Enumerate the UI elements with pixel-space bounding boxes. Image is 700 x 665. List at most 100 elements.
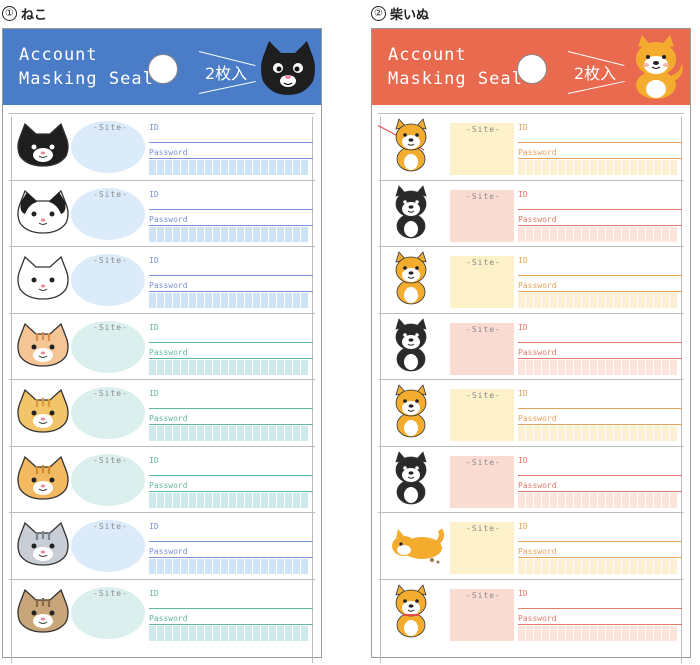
seal-row[interactable]: -Site- ID Password: [378, 113, 684, 178]
password-box[interactable]: [149, 359, 156, 375]
password-box[interactable]: [237, 559, 244, 574]
password-box[interactable]: [173, 359, 180, 375]
password-box[interactable]: [558, 160, 565, 175]
password-box[interactable]: [614, 625, 621, 641]
password-box[interactable]: [646, 559, 653, 574]
password-box[interactable]: [285, 359, 292, 375]
password-box[interactable]: [269, 559, 276, 574]
password-box[interactable]: [654, 160, 661, 175]
password-box[interactable]: [622, 226, 629, 242]
seal-row[interactable]: -Site- ID Password: [378, 512, 684, 577]
password-box[interactable]: [606, 160, 613, 175]
password-box[interactable]: [534, 226, 541, 242]
password-box[interactable]: [518, 426, 525, 441]
password-box[interactable]: [542, 226, 549, 242]
password-box[interactable]: [277, 492, 284, 508]
password-box[interactable]: [646, 625, 653, 641]
password-box[interactable]: [670, 293, 677, 308]
password-box[interactable]: [622, 625, 629, 641]
site-field[interactable]: [71, 387, 145, 439]
password-box[interactable]: [269, 293, 276, 308]
password-box[interactable]: [646, 160, 653, 175]
password-box[interactable]: [213, 293, 220, 308]
password-boxes[interactable]: [518, 426, 677, 441]
password-box[interactable]: [285, 160, 292, 175]
password-box[interactable]: [253, 359, 260, 375]
password-box[interactable]: [197, 559, 204, 574]
seal-row[interactable]: -Site- ID Password: [378, 312, 684, 378]
password-box[interactable]: [285, 625, 292, 641]
site-field[interactable]: [450, 189, 514, 242]
password-box[interactable]: [205, 492, 212, 508]
password-box[interactable]: [606, 559, 613, 574]
password-box[interactable]: [542, 559, 549, 574]
password-box[interactable]: [245, 359, 252, 375]
password-box[interactable]: [670, 226, 677, 242]
password-box[interactable]: [213, 426, 220, 441]
id-field[interactable]: [149, 341, 313, 343]
password-box[interactable]: [157, 293, 164, 308]
password-box[interactable]: [518, 359, 525, 375]
password-box[interactable]: [534, 293, 541, 308]
password-box[interactable]: [582, 226, 589, 242]
password-box[interactable]: [646, 492, 653, 508]
password-box[interactable]: [237, 359, 244, 375]
password-box[interactable]: [670, 426, 677, 441]
password-box[interactable]: [534, 359, 541, 375]
site-field[interactable]: [450, 389, 514, 441]
password-box[interactable]: [149, 226, 156, 242]
seal-row[interactable]: -Site- ID Password: [378, 379, 684, 444]
password-box[interactable]: [662, 226, 669, 242]
password-box[interactable]: [165, 559, 172, 574]
site-field[interactable]: [450, 123, 514, 175]
password-box[interactable]: [550, 625, 557, 641]
password-box[interactable]: [157, 226, 164, 242]
id-field[interactable]: [518, 341, 682, 343]
password-box[interactable]: [534, 426, 541, 441]
password-box[interactable]: [630, 625, 637, 641]
password-box[interactable]: [670, 492, 677, 508]
password-box[interactable]: [614, 492, 621, 508]
password-box[interactable]: [614, 293, 621, 308]
password-box[interactable]: [662, 625, 669, 641]
password-box[interactable]: [205, 426, 212, 441]
password-box[interactable]: [285, 492, 292, 508]
password-box[interactable]: [582, 492, 589, 508]
password-box[interactable]: [670, 625, 677, 641]
password-box[interactable]: [149, 559, 156, 574]
password-box[interactable]: [181, 625, 188, 641]
password-box[interactable]: [582, 160, 589, 175]
password-box[interactable]: [301, 160, 308, 175]
password-box[interactable]: [205, 559, 212, 574]
seal-row[interactable]: -Site- ID Password: [378, 578, 684, 644]
password-box[interactable]: [301, 359, 308, 375]
seal-row[interactable]: -Site- ID Password: [9, 312, 315, 378]
password-box[interactable]: [213, 359, 220, 375]
password-box[interactable]: [590, 492, 597, 508]
password-box[interactable]: [614, 359, 621, 375]
password-box[interactable]: [542, 160, 549, 175]
password-box[interactable]: [662, 426, 669, 441]
password-box[interactable]: [221, 226, 228, 242]
site-field[interactable]: [450, 256, 514, 308]
password-boxes[interactable]: [518, 160, 677, 175]
password-box[interactable]: [590, 426, 597, 441]
password-box[interactable]: [606, 359, 613, 375]
password-box[interactable]: [229, 359, 236, 375]
password-box[interactable]: [614, 160, 621, 175]
password-box[interactable]: [574, 492, 581, 508]
password-box[interactable]: [638, 293, 645, 308]
password-box[interactable]: [165, 359, 172, 375]
password-box[interactable]: [277, 160, 284, 175]
password-box[interactable]: [630, 492, 637, 508]
password-box[interactable]: [205, 359, 212, 375]
password-boxes[interactable]: [518, 492, 677, 508]
site-field[interactable]: [71, 187, 145, 240]
password-boxes[interactable]: [149, 293, 308, 308]
password-box[interactable]: [285, 426, 292, 441]
password-box[interactable]: [245, 426, 252, 441]
password-box[interactable]: [526, 160, 533, 175]
password-box[interactable]: [662, 559, 669, 574]
password-box[interactable]: [582, 359, 589, 375]
password-box[interactable]: [261, 625, 268, 641]
